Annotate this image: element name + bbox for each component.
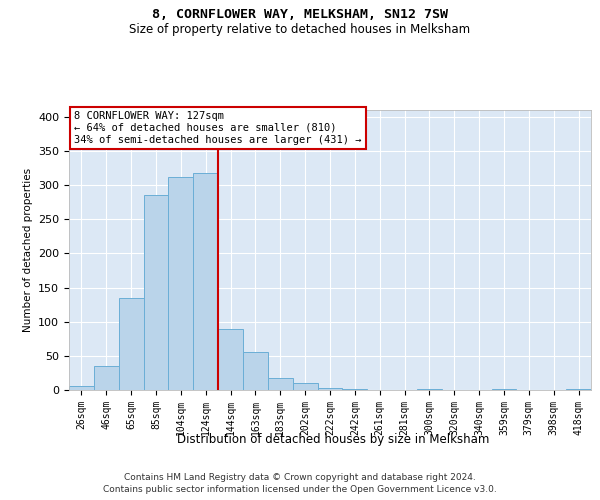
Bar [243, 352, 268, 390]
Bar [268, 378, 293, 390]
Bar [417, 388, 442, 390]
Text: Contains public sector information licensed under the Open Government Licence v3: Contains public sector information licen… [103, 485, 497, 494]
Bar [293, 383, 317, 390]
Bar [94, 366, 119, 390]
Text: Distribution of detached houses by size in Melksham: Distribution of detached houses by size … [177, 432, 489, 446]
Bar [169, 177, 193, 390]
Bar [491, 388, 517, 390]
Y-axis label: Number of detached properties: Number of detached properties [23, 168, 32, 332]
Bar [317, 388, 343, 390]
Bar [566, 388, 591, 390]
Text: Contains HM Land Registry data © Crown copyright and database right 2024.: Contains HM Land Registry data © Crown c… [124, 472, 476, 482]
Bar [143, 196, 169, 390]
Bar [119, 298, 143, 390]
Text: 8, CORNFLOWER WAY, MELKSHAM, SN12 7SW: 8, CORNFLOWER WAY, MELKSHAM, SN12 7SW [152, 8, 448, 20]
Text: Size of property relative to detached houses in Melksham: Size of property relative to detached ho… [130, 22, 470, 36]
Bar [69, 386, 94, 390]
Bar [193, 173, 218, 390]
Bar [218, 328, 243, 390]
Text: 8 CORNFLOWER WAY: 127sqm
← 64% of detached houses are smaller (810)
34% of semi-: 8 CORNFLOWER WAY: 127sqm ← 64% of detach… [74, 112, 361, 144]
